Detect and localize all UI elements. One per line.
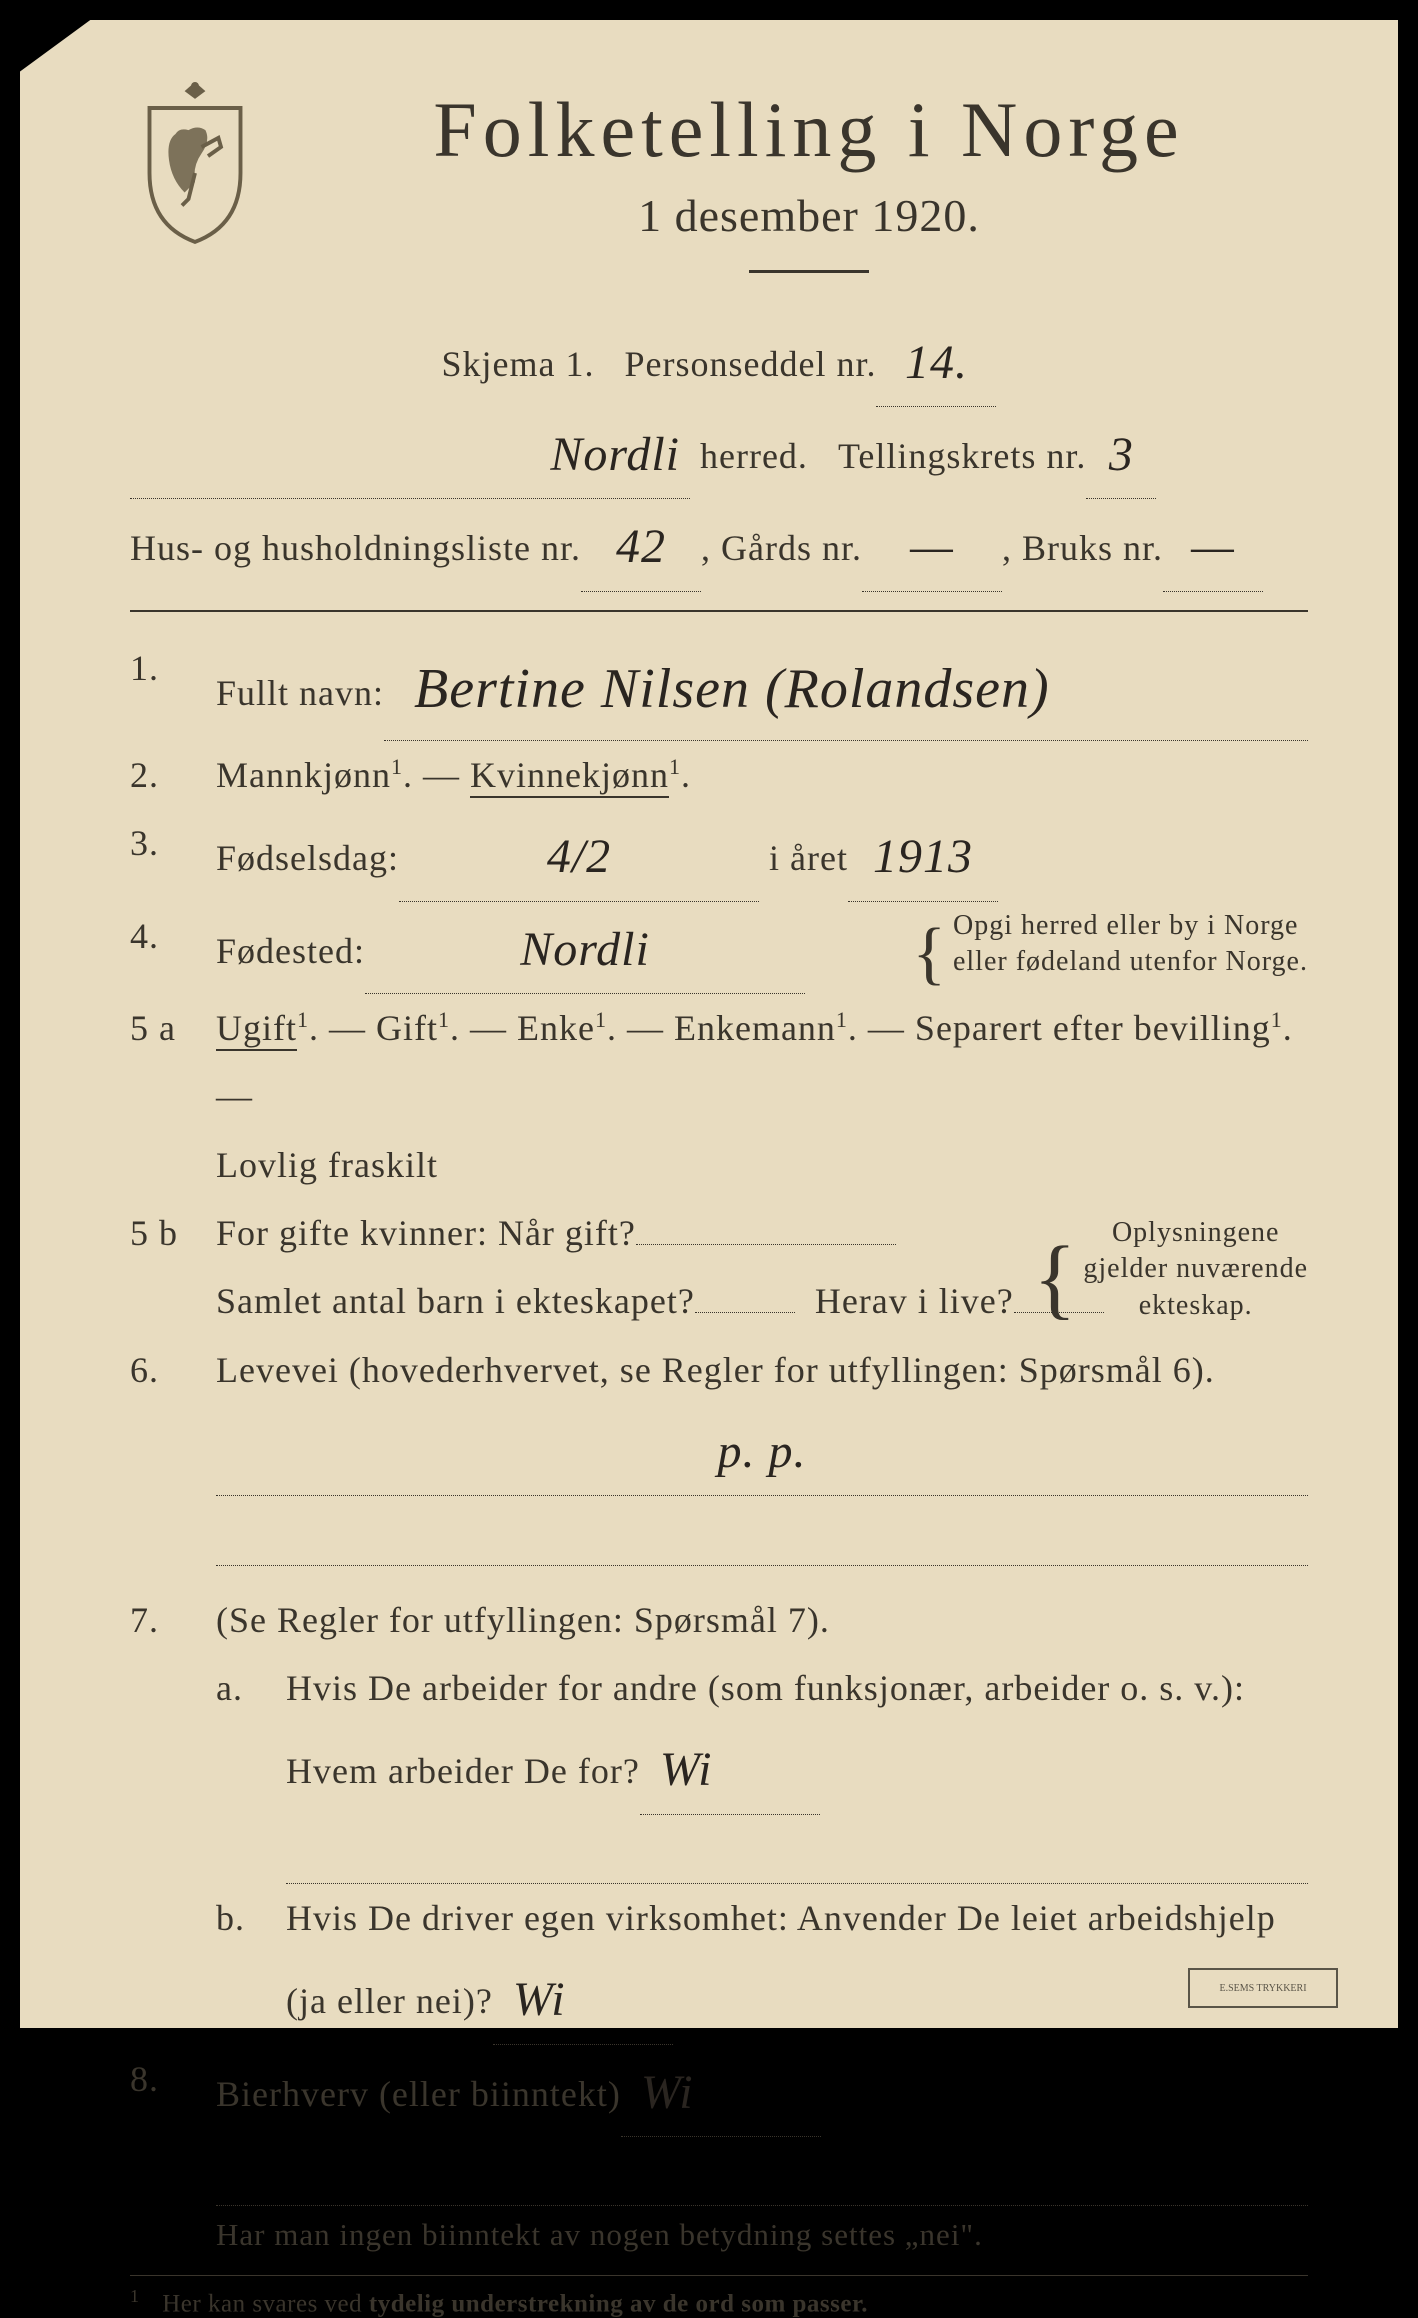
q8: 8. Bierhverv (eller biinntekt) Wi (130, 2045, 1308, 2137)
value-gaards: — (910, 520, 954, 573)
q2: 2. Mannkjønn1. — Kvinnekjønn1. (130, 741, 1308, 809)
q4: 4. Fødested: Nordli { Opgi herred eller … (130, 902, 1308, 994)
label-tellingskrets: Tellingskrets nr. (838, 422, 1086, 490)
q1-num: 1. (130, 634, 192, 741)
q3-num: 3. (130, 809, 192, 901)
q5a-enkemann: Enkemann (674, 1008, 836, 1048)
q5a-num: 5 a (130, 994, 192, 1199)
q2-dash: — (423, 755, 470, 795)
q7b-label1: Hvis De driver egen virksomhet: Anvender… (286, 1884, 1308, 1952)
line-herred: Nordli herred. Tellingskrets nr. 3 (130, 407, 1308, 499)
q4-value: Nordli (520, 923, 650, 976)
q3-value-a: 4/2 (547, 830, 611, 883)
divider-footer (130, 2275, 1308, 2276)
label-skjema: Skjema 1. (442, 330, 595, 398)
title-block: Folketelling i Norge 1 desember 1920. (310, 55, 1308, 305)
q7b-value: Wi (513, 1973, 566, 2026)
q1-label: Fullt navn: (216, 659, 384, 727)
q3-label-b: i året (769, 824, 848, 892)
q5b-label-c: Herav i live? (815, 1267, 1014, 1335)
q1: 1. Fullt navn: Bertine Nilsen (Rolandsen… (130, 634, 1308, 741)
q4-num: 4. (130, 902, 192, 994)
q7b-num: b. (216, 1884, 262, 2045)
value-husliste: 42 (616, 520, 666, 573)
census-form-page: Folketelling i Norge 1 desember 1920. Sk… (20, 20, 1398, 2028)
q8-value: Wi (641, 2066, 694, 2119)
q5b-note-a: Oplysningene (1083, 1215, 1308, 1251)
q7a-label1: Hvis De arbeider for andre (som funksjon… (286, 1654, 1308, 1722)
q5a: 5 a Ugift1. — Gift1. — Enke1. — Enkemann… (130, 994, 1308, 1199)
q6: 6. Levevei (hovederhvervet, se Regler fo… (130, 1336, 1308, 1566)
q4-note-b: eller fødeland utenfor Norge. (953, 944, 1308, 980)
q7b-label2: (ja eller nei)? (286, 1967, 493, 2035)
q2-num: 2. (130, 741, 192, 809)
q5b-label-b: Samlet antal barn i ekteskapet? (216, 1267, 695, 1335)
coat-of-arms-icon (130, 75, 260, 245)
q1-value: Bertine Nilsen (Rolandsen) (414, 658, 1050, 720)
brace-icon: { (912, 933, 947, 975)
divider-top (130, 610, 1308, 612)
q4-note: { Opgi herred eller by i Norge eller fød… (906, 908, 1308, 981)
title-divider (749, 270, 869, 273)
q3-value-b: 1913 (873, 830, 973, 883)
q5b-label-a: For gifte kvinner: Når gift? (216, 1199, 636, 1267)
q2-mann: Mannkjønn (216, 755, 391, 795)
q6-label: Levevei (hovederhvervet, se Regler for u… (216, 1350, 1215, 1390)
header: Folketelling i Norge 1 desember 1920. (130, 55, 1308, 305)
q7-label: (Se Regler for utfyllingen: Spørsmål 7). (216, 1586, 830, 1654)
label-herred: herred. (700, 422, 808, 490)
form-title: Folketelling i Norge (310, 85, 1308, 175)
label-husliste: Hus- og husholdningsliste nr. (130, 514, 581, 582)
q8-num: 8. (130, 2045, 192, 2137)
q7b: b. Hvis De driver egen virksomhet: Anven… (216, 1884, 1308, 2045)
value-personseddel-nr: 14. (905, 336, 968, 389)
footnote: 1 Her kan svares ved tydelig understrekn… (130, 2286, 1308, 2318)
line-hus: Hus- og husholdningsliste nr. 42 , Gårds… (130, 499, 1308, 591)
q7a-label2: Hvem arbeider De for? (286, 1737, 640, 1805)
q2-kvinne: Kvinnekjønn (470, 755, 669, 798)
q5b-note-b: gjelder nuværende (1083, 1251, 1308, 1287)
value-tellingskrets: 3 (1109, 428, 1134, 481)
value-bruks: — (1191, 520, 1235, 573)
q7a-num: a. (216, 1654, 262, 1884)
q4-note-a: Opgi herred eller by i Norge (953, 908, 1308, 944)
printer-stamp: E.SEMS TRYKKERI (1188, 1968, 1338, 2008)
q5a-ugift: Ugift (216, 1008, 297, 1051)
q2-period: . (681, 755, 691, 795)
q5a-enke: Enke (517, 1008, 595, 1048)
q5b-num: 5 b (130, 1199, 192, 1336)
q5b: 5 b For gifte kvinner: Når gift? Samlet … (130, 1199, 1308, 1336)
q6-value: p. p. (718, 1425, 807, 1478)
page-corner-fold (18, 18, 93, 73)
brace-icon: { (1033, 1252, 1077, 1306)
form-subtitle: 1 desember 1920. (310, 189, 1308, 242)
footnote-text-a: Her kan svares ved (162, 2290, 369, 2317)
footnote-text-b: tydelig understrekning av de ord som pas… (369, 2290, 868, 2317)
q6-num: 6. (130, 1336, 192, 1566)
value-herred: Nordli (550, 428, 680, 481)
q5b-note-c: ekteskap. (1083, 1288, 1308, 1324)
q7: 7. (Se Regler for utfyllingen: Spørsmål … (130, 1586, 1308, 1654)
q8-label: Bierhverv (eller biinntekt) (216, 2060, 621, 2128)
q3-label-a: Fødselsdag: (216, 824, 399, 892)
q7-num: 7. (130, 1586, 192, 1654)
q5a-separert: Separert efter bevilling (915, 1008, 1271, 1048)
q5a-fraskilt: Lovlig fraskilt (216, 1145, 438, 1185)
label-bruks: , Bruks nr. (1002, 514, 1163, 582)
label-gaards: , Gårds nr. (701, 514, 862, 582)
footer-note: Har man ingen biinntekt av nogen betydni… (216, 2206, 1308, 2265)
q5b-note: { Oplysningene gjelder nuværende ekteska… (1027, 1215, 1308, 1324)
line-skjema: Skjema 1. Personseddel nr. 14. (130, 315, 1308, 407)
footnote-marker: 1 (130, 2286, 140, 2306)
q4-label: Fødested: (216, 917, 365, 985)
label-personseddel: Personseddel nr. (625, 330, 877, 398)
q3: 3. Fødselsdag: 4/2 i året 1913 (130, 809, 1308, 901)
q7a: a. Hvis De arbeider for andre (som funks… (216, 1654, 1308, 1884)
q7a-value: Wi (660, 1743, 713, 1796)
q5a-gift: Gift (376, 1008, 438, 1048)
